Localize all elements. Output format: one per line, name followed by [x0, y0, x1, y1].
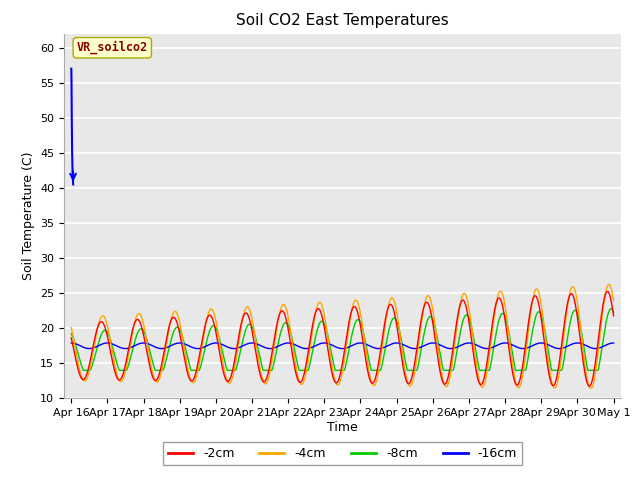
X-axis label: Time: Time	[327, 421, 358, 434]
Text: VR_soilco2: VR_soilco2	[77, 41, 148, 54]
Title: Soil CO2 East Temperatures: Soil CO2 East Temperatures	[236, 13, 449, 28]
Legend: -2cm, -4cm, -8cm, -16cm: -2cm, -4cm, -8cm, -16cm	[163, 442, 522, 465]
Y-axis label: Soil Temperature (C): Soil Temperature (C)	[22, 152, 35, 280]
